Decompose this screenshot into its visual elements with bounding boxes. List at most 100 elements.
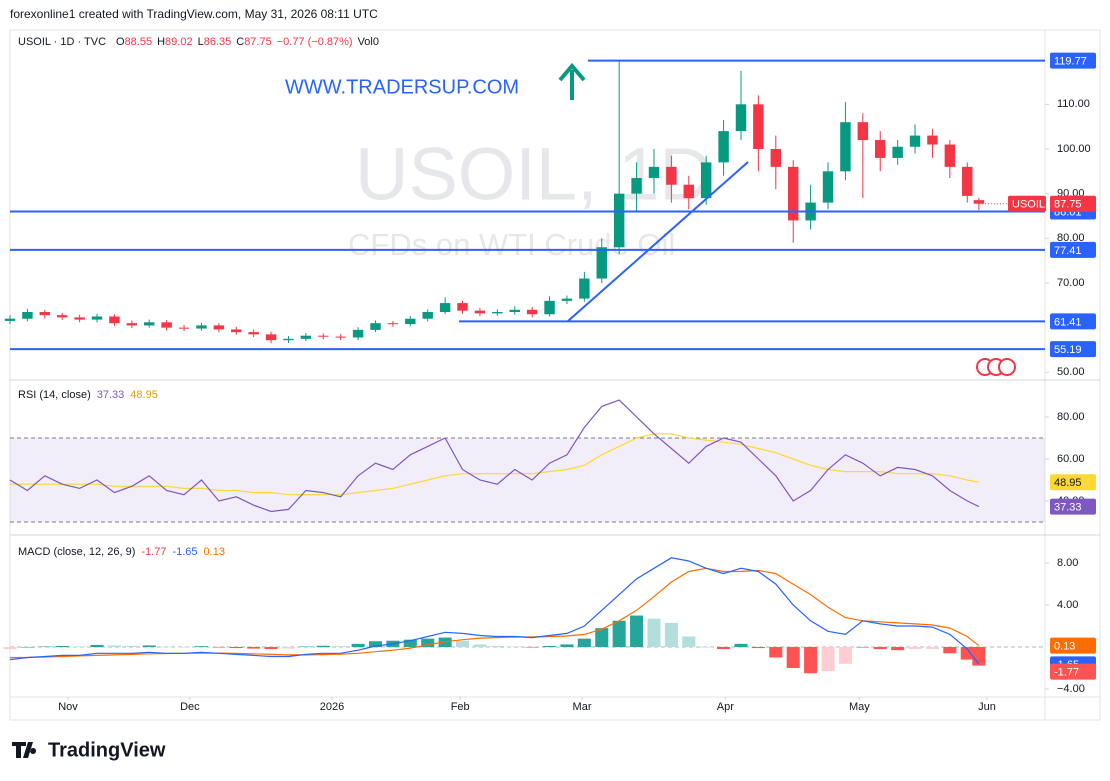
- y-tick-label: 70.00: [1057, 277, 1085, 289]
- brand-logo: [12, 742, 37, 758]
- macd-tick-label: −4.00: [1057, 683, 1085, 695]
- macd-line: [9, 557, 980, 665]
- ohlc-value: 86.35: [204, 36, 232, 48]
- candle-body: [840, 122, 851, 172]
- macd-histogram-bar: [351, 643, 365, 648]
- macd-histogram-bar: [664, 622, 678, 648]
- x-tick-label: Nov: [58, 701, 78, 713]
- candle-body: [613, 193, 625, 248]
- candle-body: [248, 332, 259, 335]
- rsi-ma-line: [10, 433, 980, 496]
- candle-body: [787, 166, 799, 221]
- macd-histogram-bar: [630, 615, 644, 648]
- frame: [9, 29, 1101, 721]
- candle-body: [909, 135, 921, 147]
- candle-body: [318, 335, 329, 337]
- macd-histogram-bar: [473, 644, 487, 648]
- y-tick-label: 50.00: [1057, 366, 1085, 378]
- macd-histogram-label-box: [1050, 663, 1096, 680]
- trend-line: [567, 161, 749, 322]
- rsi-label-box: [1050, 498, 1096, 515]
- macd-histogram-bar: [786, 647, 800, 668]
- macd-histogram-bar: [247, 647, 261, 649]
- level-label-box: [1050, 341, 1096, 358]
- candle-body: [973, 200, 985, 204]
- change: −0.77 (−0.87%): [277, 36, 353, 48]
- macd-histogram-bar: [873, 647, 887, 650]
- x-tick-label: 2026: [320, 701, 344, 713]
- candle-body: [962, 166, 973, 196]
- rsi-legend-value: 37.33: [97, 389, 125, 401]
- macd-histogram-bar: [560, 644, 574, 648]
- macd-histogram-bar: [699, 647, 713, 648]
- macd-histogram-bar: [160, 646, 174, 648]
- candle-body: [526, 309, 538, 315]
- candle-body: [666, 166, 677, 185]
- rsi-ma-label: 48.95: [1054, 477, 1082, 489]
- candle-body: [22, 312, 33, 319]
- candle-body: [126, 323, 138, 326]
- macd-histogram-bar: [177, 647, 191, 648]
- annotation: WWW.TRADERSUP.COM: [285, 76, 519, 98]
- macd-legend-value: -1.77: [141, 546, 166, 558]
- candle-body: [370, 323, 381, 330]
- macd-histogram-bar: [55, 645, 69, 648]
- candle-body: [283, 338, 294, 341]
- candle-body: [387, 323, 399, 325]
- candle-body: [265, 334, 277, 341]
- rsi-title: RSI (14, close): [18, 389, 91, 401]
- macd-tick-label: 4.00: [1057, 599, 1078, 611]
- candle-body: [596, 247, 607, 279]
- ohlc-letter: L: [198, 36, 204, 48]
- macd-histogram-bar: [612, 620, 626, 648]
- macd-histogram-bar: [577, 638, 591, 648]
- level-label-box: [1050, 241, 1096, 258]
- symbol-tag: USOIL: [1012, 199, 1045, 211]
- macd-histogram-bar: [194, 646, 208, 648]
- macd-histogram-bar: [421, 638, 435, 648]
- x-tick-label: Feb: [451, 701, 470, 713]
- rsi-label: 37.33: [1054, 502, 1082, 514]
- last-price-label-box: [1050, 195, 1096, 212]
- candle-body: [439, 303, 451, 313]
- candle-body: [352, 329, 364, 338]
- symbol-tag-box: [1008, 195, 1046, 212]
- macd-histogram-bar: [943, 647, 957, 654]
- macd-histogram-bar: [264, 647, 278, 650]
- last-price-label: 87.75: [1054, 199, 1082, 211]
- level-label-box: [1050, 52, 1096, 69]
- macd-histogram-bar: [107, 645, 121, 648]
- candle-body: [213, 325, 225, 330]
- macd-histogram-bar: [20, 647, 34, 648]
- level-label: 61.41: [1054, 316, 1082, 328]
- y-tick-label: 110.00: [1057, 98, 1090, 110]
- brand: TradingView: [48, 739, 166, 761]
- y-tick-label: 80.00: [1057, 232, 1085, 244]
- macd-histogram-label: -1.77: [1054, 666, 1079, 678]
- layers: Nov Dec 2026 Feb Mar Apr May Jun110.00100.0090.…: [3, 36, 1096, 713]
- candle-body: [875, 140, 886, 158]
- candle-body: [231, 329, 242, 333]
- macd-histogram-bar: [508, 646, 522, 648]
- macd-histogram-bar: [595, 628, 609, 648]
- rsi-band: [10, 437, 1045, 523]
- macd-histogram-bar: [647, 618, 661, 648]
- event-flags: [976, 358, 1016, 376]
- ohlc-letter: C: [236, 36, 244, 48]
- candle-body: [109, 316, 120, 324]
- macd-histogram-bar: [751, 647, 765, 649]
- candle-body: [579, 278, 590, 299]
- x-tick-label: Jun: [978, 701, 996, 713]
- macd-histogram-bar: [682, 636, 696, 648]
- x-tick-label: Mar: [573, 701, 592, 713]
- macd-signal-label: 0.13: [1054, 641, 1075, 653]
- candle-body: [857, 122, 869, 141]
- candle-body: [422, 312, 433, 319]
- macd-legend-value: 0.13: [204, 546, 225, 558]
- candle-body: [944, 144, 956, 167]
- macd-histogram-bar: [821, 647, 835, 672]
- macd-histogram-bar: [403, 639, 417, 648]
- level-label-box: [1050, 313, 1096, 330]
- candle-body: [300, 335, 312, 339]
